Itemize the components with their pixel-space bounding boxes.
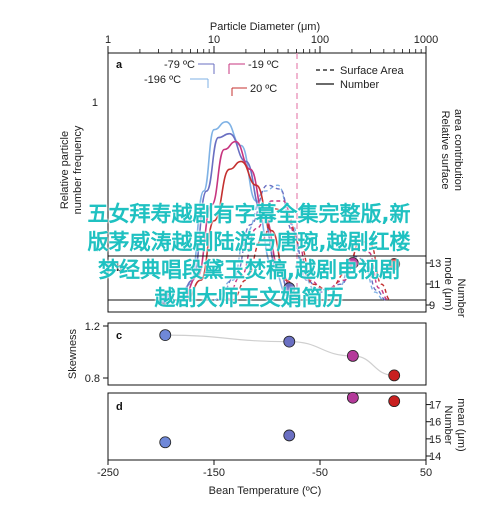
panel-c-points bbox=[159, 329, 401, 382]
d-point-0 bbox=[159, 436, 172, 449]
panel-c-fit-line bbox=[165, 334, 395, 376]
panel-c-yticks: 0.8 1.2 bbox=[85, 321, 108, 385]
ytick-left-1: 1 bbox=[92, 97, 98, 109]
d-ytick-label-17: 17 bbox=[429, 400, 441, 412]
annot-minus-196: -196 ºC bbox=[144, 74, 181, 86]
b-point-2 bbox=[346, 257, 359, 269]
c-point-2 bbox=[346, 349, 359, 362]
number-curve-2 bbox=[181, 140, 297, 301]
d-point-1 bbox=[283, 429, 296, 442]
d-xtick-label-50: 50 bbox=[420, 467, 432, 479]
banner-line-4: 越剧大师王文娟简历 bbox=[154, 286, 344, 310]
b-ytick-label-11: 11 bbox=[429, 279, 440, 291]
surface-curve-0 bbox=[213, 184, 384, 301]
panel-b-yticks: 9 11 13 bbox=[426, 258, 441, 312]
b-ytick-label-9: 9 bbox=[429, 300, 435, 312]
top-axis-title: Particle Diameter (μm) bbox=[210, 21, 320, 33]
panel-a-frame bbox=[107, 52, 427, 301]
ylabel-right-line1: Relative surface bbox=[439, 111, 451, 190]
d-xtick-label--50: -50 bbox=[312, 467, 328, 479]
b-point-3 bbox=[388, 258, 401, 270]
panel-a-annotations: -79 ºC -196 ºC -19 ºC 20 ºC bbox=[144, 59, 279, 96]
panel-d-frame bbox=[107, 392, 427, 461]
banner-line-3: 梦经典唱段黛玉焚稿,越剧电视剧 bbox=[98, 258, 400, 282]
panel-b-ylabel-top: Number bbox=[455, 278, 467, 317]
panel-d-points bbox=[159, 391, 401, 449]
top-tick-label-1: 1 bbox=[105, 34, 111, 46]
legend-surface-area: Surface Area bbox=[340, 65, 404, 77]
ylabel-right-line2: area contribution bbox=[452, 109, 464, 191]
d-ytick-label-14: 14 bbox=[429, 451, 441, 463]
annot-minus-79: -79 ºC bbox=[164, 59, 195, 71]
top-tick-label-10: 10 bbox=[208, 34, 220, 46]
panel-b-ylabel: mode (μm) bbox=[442, 257, 454, 310]
panel-b-label: b bbox=[116, 262, 123, 274]
x-axis-title: Bean Temperature (ºC) bbox=[209, 485, 322, 497]
banner-line-2: 版茅威涛越剧陆游与唐琬,越剧红楼 bbox=[87, 230, 411, 254]
panel-b-points bbox=[159, 257, 401, 305]
panel-d-ylabel-number: Number bbox=[442, 405, 454, 444]
c-ytick-label-1.2: 1.2 bbox=[85, 321, 100, 333]
d-ytick-label-15: 15 bbox=[429, 434, 441, 446]
d-point-3 bbox=[388, 395, 401, 408]
panel-c-frame bbox=[107, 322, 427, 386]
panel-d-yticks: 14 15 16 17 bbox=[426, 400, 441, 463]
panel-b: b 9 11 13 mode (μm) Number bbox=[107, 255, 467, 318]
surface-curve-1 bbox=[218, 184, 387, 301]
c-point-0 bbox=[159, 329, 172, 342]
top-tick-label-1000: 1000 bbox=[414, 34, 438, 46]
c-point-3 bbox=[388, 369, 401, 382]
panel-d: d 14 15 16 17 -250 -150 -50 50 Number mean (μm… bbox=[97, 391, 467, 497]
panel-d-xticks: -250 -150 -50 50 bbox=[97, 460, 432, 479]
c-point-1 bbox=[283, 335, 296, 348]
panel-a-top-ticks: 1 10 100 1000 bbox=[105, 34, 438, 53]
ylabel-left-line2: number frequency bbox=[72, 125, 84, 214]
legend: Surface Area Number bbox=[316, 65, 404, 91]
d-ytick-label-16: 16 bbox=[429, 417, 441, 429]
annot-20: 20 ºC bbox=[250, 83, 277, 95]
overlay-banner: 五女拜寿越剧有字幕全集完整版,新 版茅威涛越剧陆游与唐琬,越剧红楼 梦经典唱段黛… bbox=[0, 200, 498, 312]
panel-a: Particle Diameter (μm) 1 10 100 1000 a 1 Re… bbox=[59, 21, 464, 301]
d-xtick-label--250: -250 bbox=[97, 467, 119, 479]
number-curve-0 bbox=[176, 120, 289, 301]
panel-d-label: d bbox=[116, 401, 123, 413]
number-curve-1 bbox=[178, 132, 293, 301]
ylabel-left-line1: Relative particle bbox=[59, 131, 71, 209]
b-point-1 bbox=[283, 282, 296, 295]
panel-c: c 0.8 1.2 Skewness bbox=[67, 321, 427, 386]
panel-a-label: a bbox=[116, 59, 123, 71]
panel-d-ylabel-mean: mean (μm) bbox=[455, 398, 467, 451]
annot-minus-19: -19 ºC bbox=[248, 59, 279, 71]
c-fit-curve bbox=[165, 334, 395, 376]
panel-c-ylabel: Skewness bbox=[67, 328, 79, 379]
panel-c-label: c bbox=[116, 330, 122, 342]
c-ytick-label-0.8: 0.8 bbox=[85, 373, 100, 385]
banner-line-1: 五女拜寿越剧有字幕全集完整版,新 bbox=[87, 202, 411, 226]
b-point-0 bbox=[159, 292, 172, 305]
d-point-2 bbox=[346, 391, 359, 404]
top-tick-label-100: 100 bbox=[311, 34, 329, 46]
b-ytick-label-13: 13 bbox=[429, 258, 441, 270]
d-xtick-label--150: -150 bbox=[203, 467, 225, 479]
legend-number: Number bbox=[340, 79, 379, 91]
panel-a-curves bbox=[176, 120, 391, 301]
number-curve-3 bbox=[186, 160, 301, 301]
